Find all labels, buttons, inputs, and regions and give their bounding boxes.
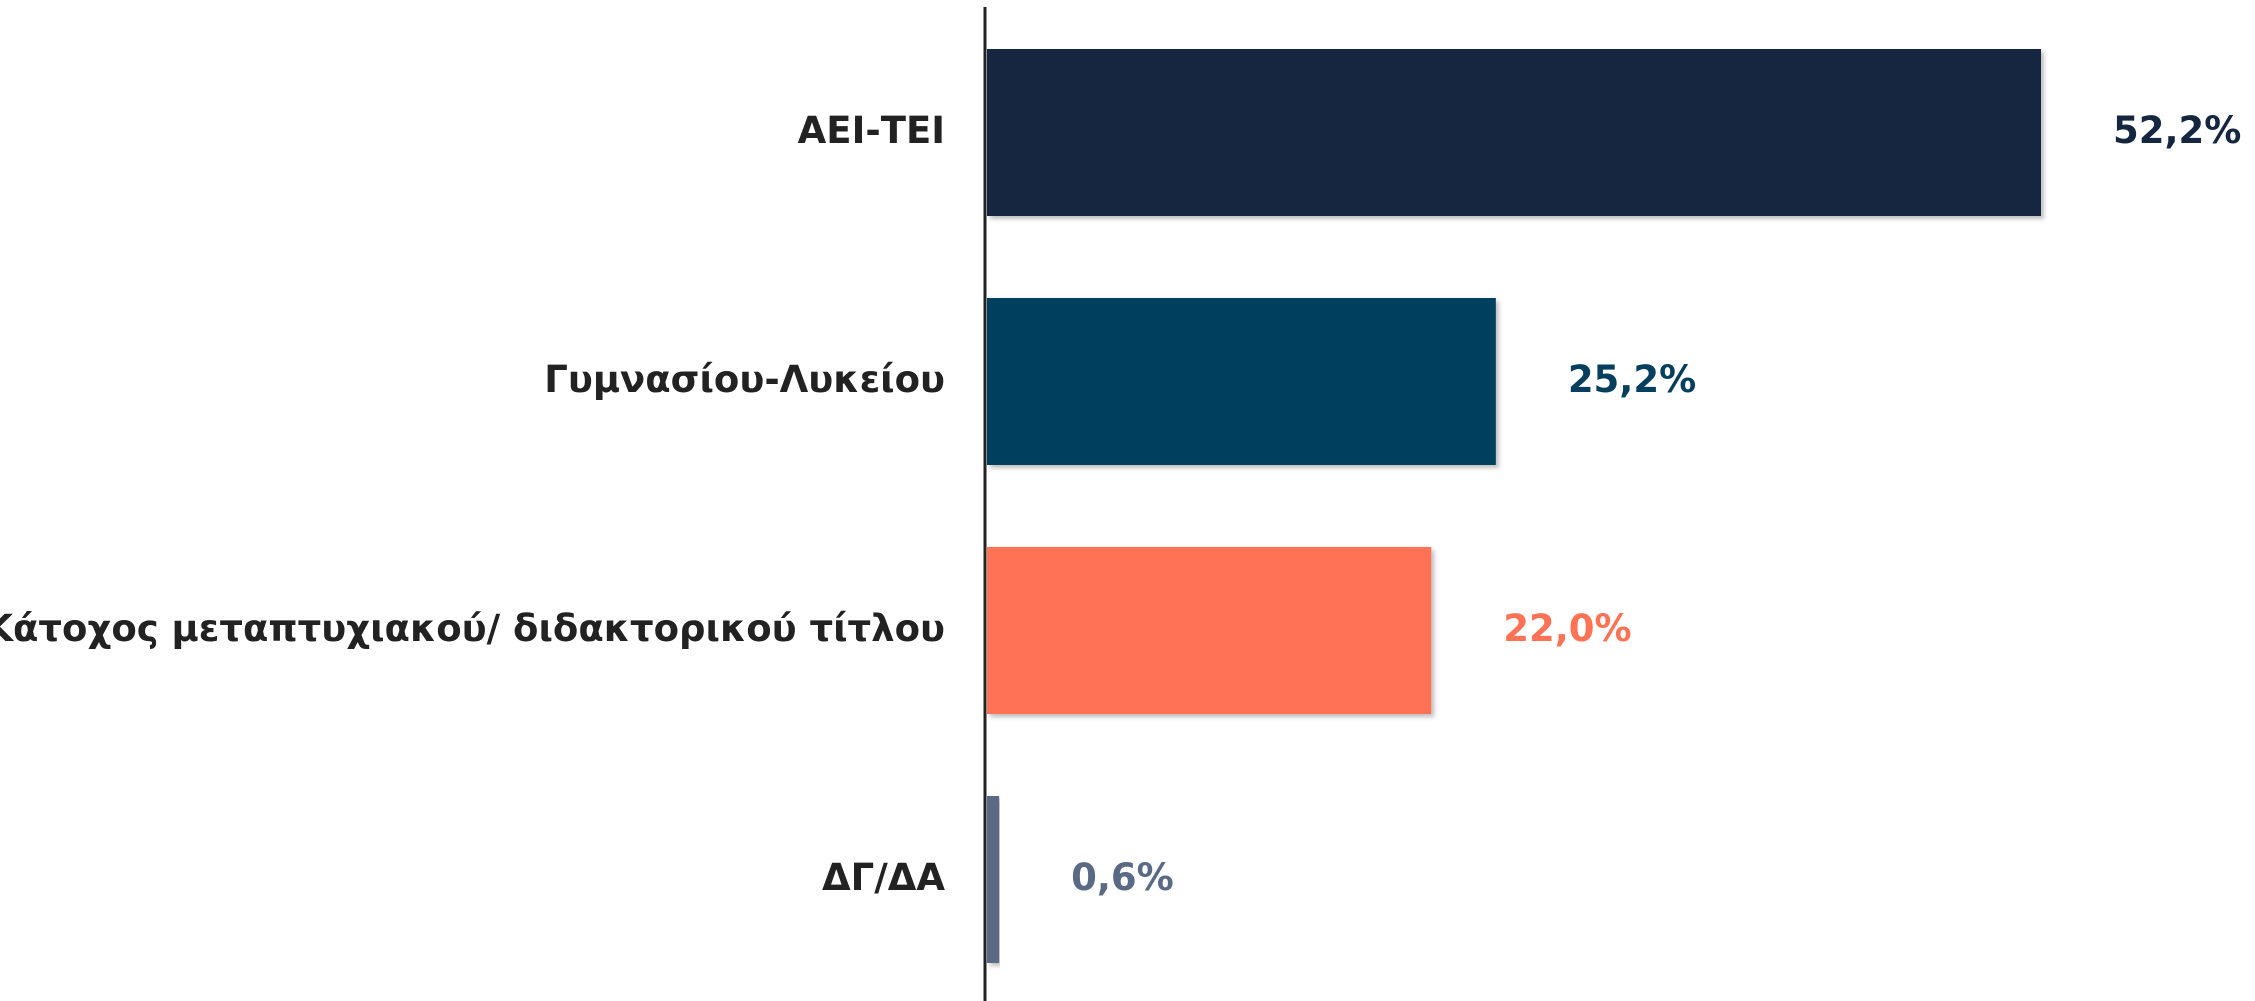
category-label: Κάτοχος μεταπτυχιακού/ διδακτορικού τίτλ… (0, 607, 945, 650)
category-label: Γυμνασίου-Λυκείου (544, 358, 945, 401)
bar (987, 547, 1432, 714)
category-label: ΔΓ/ΔΑ (822, 856, 945, 899)
value-label: 0,6% (1071, 856, 1174, 899)
category-label: ΑΕΙ-ΤΕΙ (798, 109, 945, 152)
value-label: 25,2% (1568, 358, 1696, 401)
bar (987, 298, 1496, 465)
value-label: 22,0% (1503, 607, 1631, 650)
value-label: 52,2% (2113, 109, 2241, 152)
bar (987, 796, 1000, 963)
bar (987, 49, 2041, 216)
